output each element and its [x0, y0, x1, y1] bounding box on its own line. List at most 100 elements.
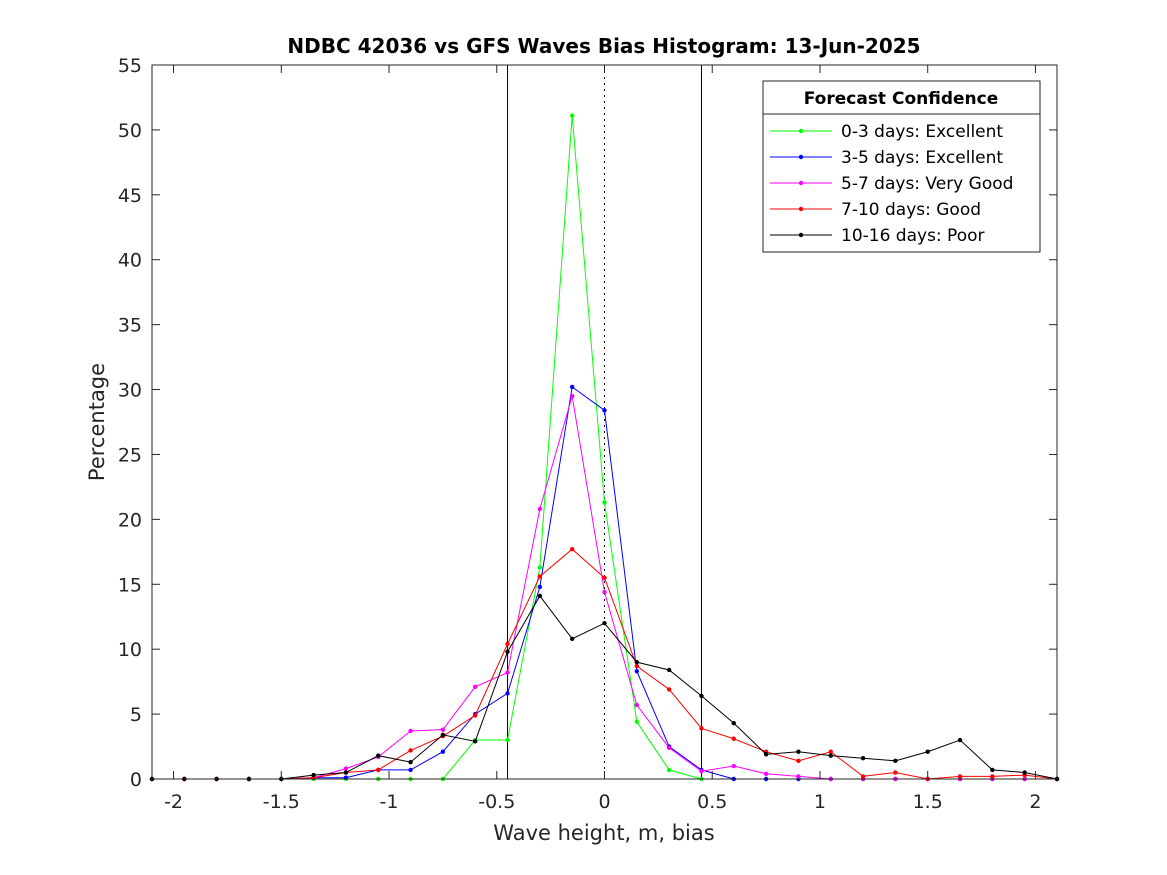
data-point	[537, 584, 543, 590]
data-point	[505, 670, 510, 675]
legend-entry: 10-16 days: Poor	[770, 226, 985, 246]
data-point	[408, 759, 413, 765]
data-point	[602, 500, 607, 505]
data-point	[634, 659, 640, 665]
reference-lines	[507, 65, 702, 779]
data-point	[343, 766, 349, 771]
x-tick-label: -0.5	[478, 791, 515, 813]
y-tick-label: 25	[118, 444, 142, 466]
data-point	[569, 636, 575, 641]
data-point	[569, 393, 575, 399]
data-point	[408, 767, 413, 773]
series-4	[149, 593, 1060, 782]
legend-label: 0-3 days: Excellent	[841, 122, 1003, 142]
legend-title: Forecast Confidence	[804, 89, 999, 109]
data-point	[990, 767, 995, 773]
y-tick-label: 15	[118, 574, 142, 596]
legend-swatch-marker	[798, 154, 804, 160]
data-point	[666, 667, 672, 673]
y-tick-label: 45	[118, 185, 142, 207]
x-tick-label: 1.5	[913, 791, 943, 813]
data-point	[828, 749, 833, 754]
data-point	[699, 726, 704, 731]
data-point	[311, 772, 316, 778]
data-point	[343, 770, 349, 775]
data-point	[569, 547, 575, 552]
data-point	[634, 719, 640, 725]
legend-label: 5-7 days: Very Good	[841, 174, 1013, 194]
data-point	[666, 687, 672, 692]
data-point	[796, 749, 801, 754]
legend-swatch-marker	[798, 180, 804, 186]
data-point	[537, 506, 543, 512]
data-point	[957, 774, 963, 779]
legend-entry: 5-7 days: Very Good	[770, 174, 1013, 194]
y-tick-label: 30	[118, 380, 142, 402]
legend-swatch-marker	[798, 232, 804, 238]
y-tick-label: 55	[118, 55, 142, 77]
data-point	[569, 384, 575, 390]
data-point	[699, 769, 704, 774]
legend-swatch-marker	[798, 128, 804, 134]
y-axis-ticks: 0 5 10 15 20 25 30 35 40 45 50 55	[118, 55, 1057, 791]
legend-label: 3-5 days: Excellent	[841, 148, 1003, 168]
legend-entry: 0-3 days: Excellent	[770, 122, 1003, 142]
data-point	[666, 745, 672, 751]
data-point	[893, 758, 898, 764]
y-tick-label: 50	[118, 120, 142, 142]
x-tick-label: 2	[1029, 791, 1041, 813]
data-point	[602, 589, 607, 595]
legend-swatch-marker	[798, 206, 804, 212]
legend: Forecast Confidence 0-3 days: Excellent 3…	[762, 80, 1041, 253]
data-point	[537, 593, 543, 599]
legend-entry: 3-5 days: Excellent	[770, 148, 1003, 168]
data-point	[473, 684, 478, 690]
legend-entries: 0-3 days: Excellent 3-5 days: Excellent 5-…	[770, 122, 1013, 246]
data-point	[408, 748, 413, 753]
x-axis-label: Wave height, m, bias	[493, 821, 714, 845]
data-point	[602, 621, 607, 626]
data-point	[505, 649, 510, 654]
legend-label: 10-16 days: Poor	[841, 226, 985, 246]
data-point	[796, 774, 801, 779]
data-point	[569, 113, 575, 118]
x-tick-label: 0	[598, 791, 610, 813]
legend-box	[762, 80, 1041, 253]
data-point	[731, 736, 736, 741]
y-tick-label: 10	[118, 639, 142, 661]
data-point	[505, 691, 510, 696]
legend-label: 7-10 days: Good	[841, 200, 981, 220]
data-point	[602, 408, 607, 413]
data-point	[602, 575, 607, 580]
data-point	[440, 732, 446, 738]
data-point	[473, 713, 478, 718]
data-point	[376, 753, 381, 758]
data-point	[893, 770, 898, 775]
data-point	[376, 767, 381, 773]
x-tick-label: -1.5	[263, 791, 300, 813]
y-axis-label: Percentage	[85, 363, 109, 481]
data-point	[440, 749, 446, 754]
data-point	[634, 669, 640, 674]
data-point	[666, 767, 672, 773]
data-point	[860, 756, 866, 761]
y-tick-label: 35	[118, 315, 142, 337]
data-point	[634, 702, 640, 708]
data-point	[763, 752, 769, 757]
x-tick-label: 1	[814, 791, 826, 813]
data-point	[473, 739, 478, 744]
data-point	[731, 720, 736, 726]
data-point	[537, 574, 543, 579]
data-point	[505, 641, 510, 647]
data-point	[408, 728, 413, 734]
data-point	[505, 737, 510, 743]
data-point	[763, 771, 769, 777]
chart-title: NDBC 42036 vs GFS Waves Bias Histogram: …	[287, 34, 920, 58]
y-tick-label: 0	[130, 769, 142, 791]
x-tick-label: 0.5	[697, 791, 727, 813]
legend-entry: 7-10 days: Good	[770, 200, 981, 220]
y-tick-label: 20	[118, 509, 142, 531]
data-point	[990, 774, 995, 779]
x-tick-label: -2	[164, 791, 183, 813]
data-point	[925, 749, 930, 754]
